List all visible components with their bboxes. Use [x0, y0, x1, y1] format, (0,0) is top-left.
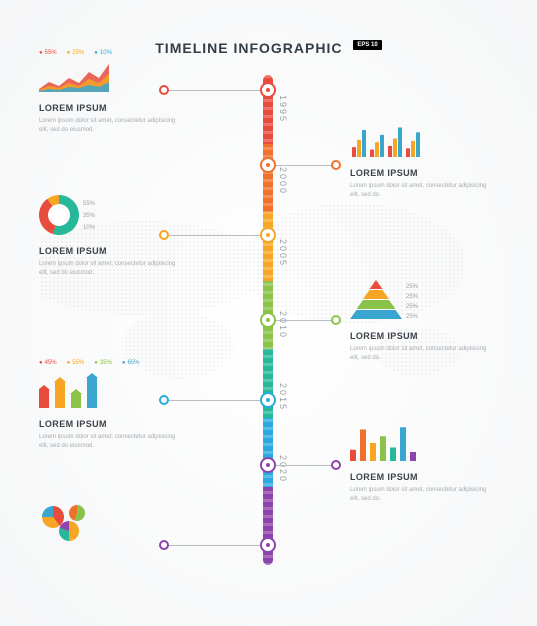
- eps-badge: EPS 10: [353, 40, 381, 50]
- timeline-node: [260, 457, 276, 473]
- year-label: 2010: [278, 311, 288, 339]
- timeline-item: 55%25%10% LOREM IPSUM Lorem ipsum dolor si…: [39, 50, 179, 135]
- item-body: Lorem ipsum dolor sit amet, consectetur …: [350, 182, 490, 200]
- mini-chart-area: 55%25%10%: [39, 50, 179, 97]
- year-label: 2005: [278, 239, 288, 267]
- item-title: LOREM IPSUM: [39, 246, 179, 256]
- timeline-item: LOREM IPSUM Lorem ipsum dolor sit amet, c…: [350, 125, 490, 200]
- timeline-node: [260, 537, 276, 553]
- svg-text:25%: 25%: [406, 304, 419, 310]
- item-title: LOREM IPSUM: [350, 168, 490, 178]
- svg-text:10%: 10%: [83, 225, 96, 231]
- year-label: 2000: [278, 167, 288, 195]
- timeline-item: 25% 25% 25% 25% LOREM IPSUM Lorem ipsum dolor…: [350, 280, 490, 363]
- item-title: LOREM IPSUM: [350, 472, 490, 482]
- item-body: Lorem ipsum dolor sit amet, consectetur …: [350, 345, 490, 363]
- year-label: 2020: [278, 455, 288, 483]
- connector-end-dot: [331, 460, 341, 470]
- svg-text:25%: 25%: [406, 294, 419, 300]
- timeline-item: 55% 35% 10% LOREM IPSUM Lorem ipsum dolor si…: [39, 195, 179, 278]
- mini-chart-bar-grouped: [350, 125, 490, 162]
- mini-chart-donut: 55% 35% 10%: [39, 195, 179, 240]
- connector-line: [276, 465, 336, 466]
- svg-text:55%: 55%: [83, 201, 96, 207]
- timeline-node: [260, 227, 276, 243]
- item-title: LOREM IPSUM: [350, 331, 490, 341]
- connector-line: [276, 165, 336, 166]
- year-label: 2015: [278, 383, 288, 411]
- svg-text:25%: 25%: [406, 314, 419, 320]
- timeline-node: [260, 157, 276, 173]
- timeline-node: [260, 392, 276, 408]
- connector-end-dot: [331, 160, 341, 170]
- svg-text:25%: 25%: [406, 284, 419, 290]
- year-label: 1995: [278, 95, 288, 123]
- title-text: TIMELINE INFOGRAPHIC: [155, 40, 342, 56]
- timeline-item: 45%55%35%65% LOREM IPSUM Lorem ipsum dolor…: [39, 360, 179, 451]
- item-body: Lorem ipsum dolor sit amet, consectetur …: [350, 486, 490, 504]
- mini-chart-pie-cluster: [39, 505, 179, 550]
- item-body: Lorem ipsum dolor sit amet, consectetur …: [39, 117, 179, 135]
- item-title: LOREM IPSUM: [39, 419, 179, 429]
- timeline-node: [260, 312, 276, 328]
- svg-text:35%: 35%: [83, 213, 96, 219]
- timeline-item: LOREM IPSUM Lorem ipsum dolor sit amet, c…: [350, 425, 490, 504]
- mini-chart-arrow-bars: 45%55%35%65%: [39, 360, 179, 413]
- item-body: Lorem ipsum dolor sit amet, consectetur …: [39, 433, 179, 451]
- timeline-item: [39, 505, 179, 550]
- item-title: LOREM IPSUM: [39, 103, 179, 113]
- mini-chart-pyramid: 25% 25% 25% 25%: [350, 280, 490, 325]
- connector-line: [276, 320, 336, 321]
- connector-end-dot: [331, 315, 341, 325]
- mini-chart-bar: [350, 425, 490, 466]
- timeline-node: [260, 82, 276, 98]
- item-body: Lorem ipsum dolor sit amet, consectetur …: [39, 260, 179, 278]
